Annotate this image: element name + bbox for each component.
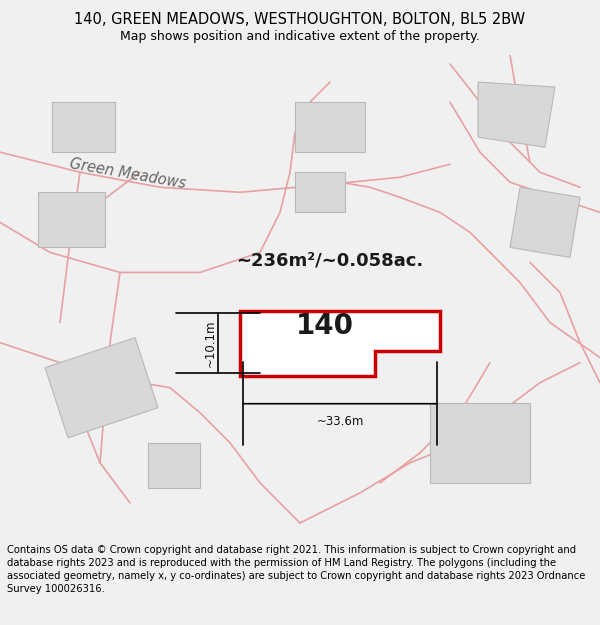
Polygon shape (38, 192, 105, 248)
Polygon shape (510, 188, 580, 258)
Text: 140: 140 (296, 311, 354, 339)
Text: ~10.1m: ~10.1m (203, 319, 217, 367)
Text: ~236m²/~0.058ac.: ~236m²/~0.058ac. (236, 251, 424, 269)
Polygon shape (240, 311, 440, 376)
Polygon shape (148, 442, 200, 488)
Polygon shape (478, 82, 555, 148)
Text: Contains OS data © Crown copyright and database right 2021. This information is : Contains OS data © Crown copyright and d… (7, 544, 586, 594)
Polygon shape (430, 402, 530, 483)
Text: Map shows position and indicative extent of the property.: Map shows position and indicative extent… (120, 30, 480, 43)
Polygon shape (52, 102, 115, 152)
Text: Green Meadows: Green Meadows (68, 157, 187, 192)
Polygon shape (45, 338, 158, 437)
Polygon shape (295, 173, 345, 213)
Text: ~33.6m: ~33.6m (316, 415, 364, 428)
Polygon shape (295, 102, 365, 152)
Text: 140, GREEN MEADOWS, WESTHOUGHTON, BOLTON, BL5 2BW: 140, GREEN MEADOWS, WESTHOUGHTON, BOLTON… (74, 12, 526, 27)
